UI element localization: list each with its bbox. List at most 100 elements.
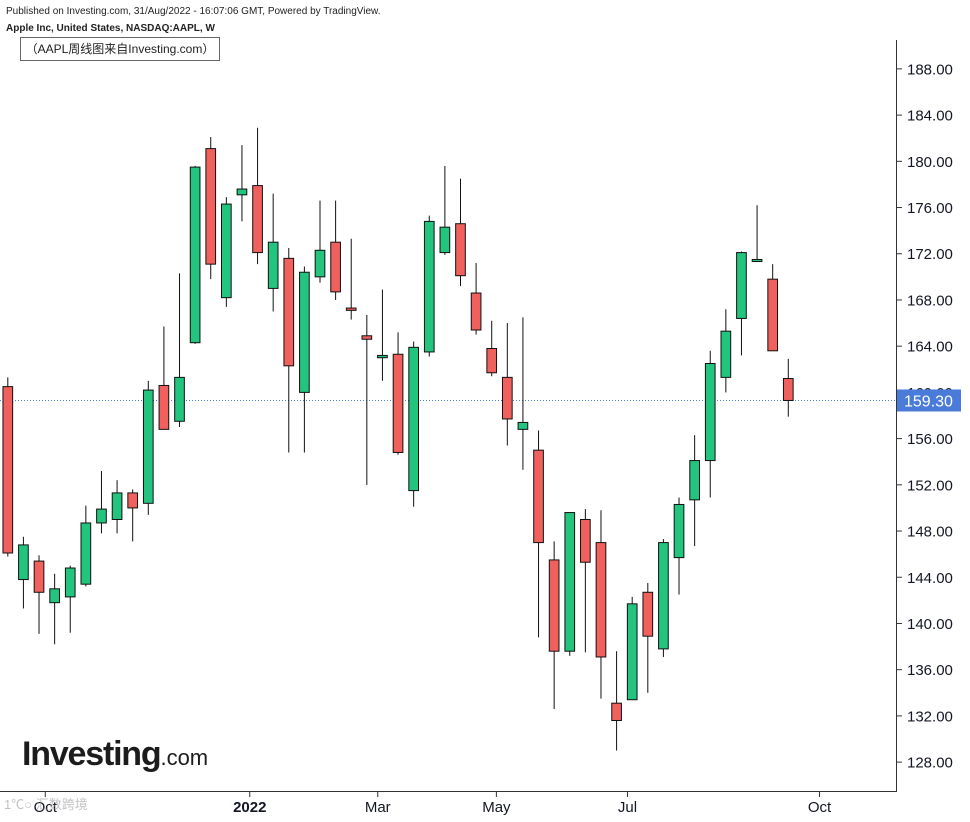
- candle-body-down: [361, 335, 373, 340]
- x-tick-label: Jul: [618, 799, 637, 816]
- candle-body-up: [439, 226, 451, 254]
- candle-body-up: [423, 220, 435, 353]
- y-tick-label: 172.00: [907, 246, 953, 263]
- candle: [611, 651, 622, 751]
- candle: [486, 320, 498, 377]
- candle-body-up: [408, 346, 419, 492]
- candle-body-up: [704, 363, 716, 462]
- y-tick-label: 188.00: [907, 61, 953, 78]
- candle: [361, 314, 373, 485]
- candle: [80, 505, 92, 587]
- investing-logo: Investing.com: [22, 735, 208, 774]
- candle-body-down: [2, 386, 14, 554]
- candle: [330, 200, 341, 300]
- candle: [18, 536, 29, 609]
- candle: [252, 127, 263, 265]
- candle: [564, 512, 576, 656]
- candle: [580, 509, 591, 653]
- y-tick-label: 152.00: [907, 477, 953, 494]
- candle-body-down: [486, 347, 498, 374]
- candle-body-up: [236, 188, 248, 196]
- symbol-caption: Apple Inc, United States, NASDAQ:AAPL, W: [6, 23, 215, 34]
- candle-body-down: [642, 591, 654, 637]
- x-tick-label: 2022: [233, 799, 266, 816]
- candle-body-down: [767, 278, 779, 352]
- candle-body-down: [455, 223, 466, 277]
- candle: [49, 573, 60, 645]
- candle: [455, 178, 466, 287]
- x-tick-label: Oct: [34, 799, 58, 816]
- candle: [33, 555, 45, 634]
- y-tick-label: 168.00: [907, 292, 953, 309]
- candle: [174, 273, 185, 428]
- candle: [158, 326, 170, 430]
- candle-body-up: [299, 271, 310, 393]
- candle: [548, 541, 560, 709]
- candle-body-down: [205, 148, 217, 265]
- candle-body-down: [330, 241, 341, 293]
- candle: [533, 430, 544, 638]
- x-tick-label: Oct: [808, 799, 832, 816]
- candle-body-down: [345, 307, 357, 311]
- candle: [767, 264, 779, 352]
- time-axis: Oct 2022 Mar May Jul Oct: [34, 791, 832, 816]
- y-tick-label: 140.00: [907, 616, 953, 633]
- y-tick-label: 180.00: [907, 154, 953, 171]
- candle-body-down: [595, 542, 607, 658]
- candle: [236, 145, 248, 222]
- y-tick-label: 148.00: [907, 524, 953, 541]
- candle-body-down: [548, 559, 560, 652]
- candle: [392, 332, 404, 455]
- y-tick-label: 132.00: [907, 708, 953, 725]
- last-price-label: 159.30: [904, 393, 953, 410]
- y-tick-label: 128.00: [907, 755, 953, 772]
- candle: [64, 565, 76, 633]
- candle-body-down: [533, 449, 544, 544]
- y-tick-label: 176.00: [907, 200, 953, 217]
- watermark: 1℃○ 汇数跨境: [4, 797, 88, 812]
- last-price-label-bg: [897, 389, 961, 412]
- candle: [642, 583, 654, 693]
- candle: [595, 510, 607, 699]
- candle-body-down: [158, 384, 170, 430]
- candle-body-up: [221, 203, 232, 299]
- candle-body-up: [111, 492, 123, 520]
- candle-body-down: [392, 353, 404, 453]
- candle: [720, 309, 732, 393]
- candle-body-up: [267, 241, 279, 289]
- candle: [283, 247, 295, 453]
- candle-body-up: [142, 389, 154, 504]
- candle: [127, 489, 139, 542]
- chart-note-box: （AAPL周线图来自Investing.com）: [20, 37, 220, 61]
- candle-body-up: [736, 252, 747, 319]
- candle: [751, 205, 763, 263]
- candle: [96, 470, 107, 534]
- candle-body-up: [564, 512, 576, 652]
- candle: [267, 193, 279, 312]
- candle-body-up: [720, 330, 732, 378]
- candle: [736, 251, 747, 356]
- candle-body-up: [314, 249, 326, 278]
- logo-suffix: .com: [160, 745, 209, 770]
- candle-body-down: [782, 378, 794, 401]
- candle: [189, 165, 201, 344]
- candle-body-up: [96, 508, 107, 524]
- x-tick-label: May: [482, 799, 511, 816]
- candle: [111, 480, 123, 534]
- candle-body-up: [189, 166, 201, 344]
- candle: [673, 497, 685, 595]
- candle-body-down: [127, 492, 139, 509]
- candle: [423, 215, 435, 357]
- candle-body-up: [49, 588, 60, 604]
- candle-body-down: [611, 702, 622, 722]
- candle-body-up: [689, 460, 700, 501]
- candle-body-up: [658, 542, 669, 650]
- candle: [626, 596, 638, 701]
- published-caption: Published on Investing.com, 31/Aug/2022 …: [6, 6, 381, 17]
- candle-body-up: [626, 603, 638, 701]
- y-tick-label: 136.00: [907, 662, 953, 679]
- candle-body-up: [18, 544, 29, 581]
- candle-body-up: [80, 522, 92, 585]
- y-tick-label: 184.00: [907, 108, 953, 125]
